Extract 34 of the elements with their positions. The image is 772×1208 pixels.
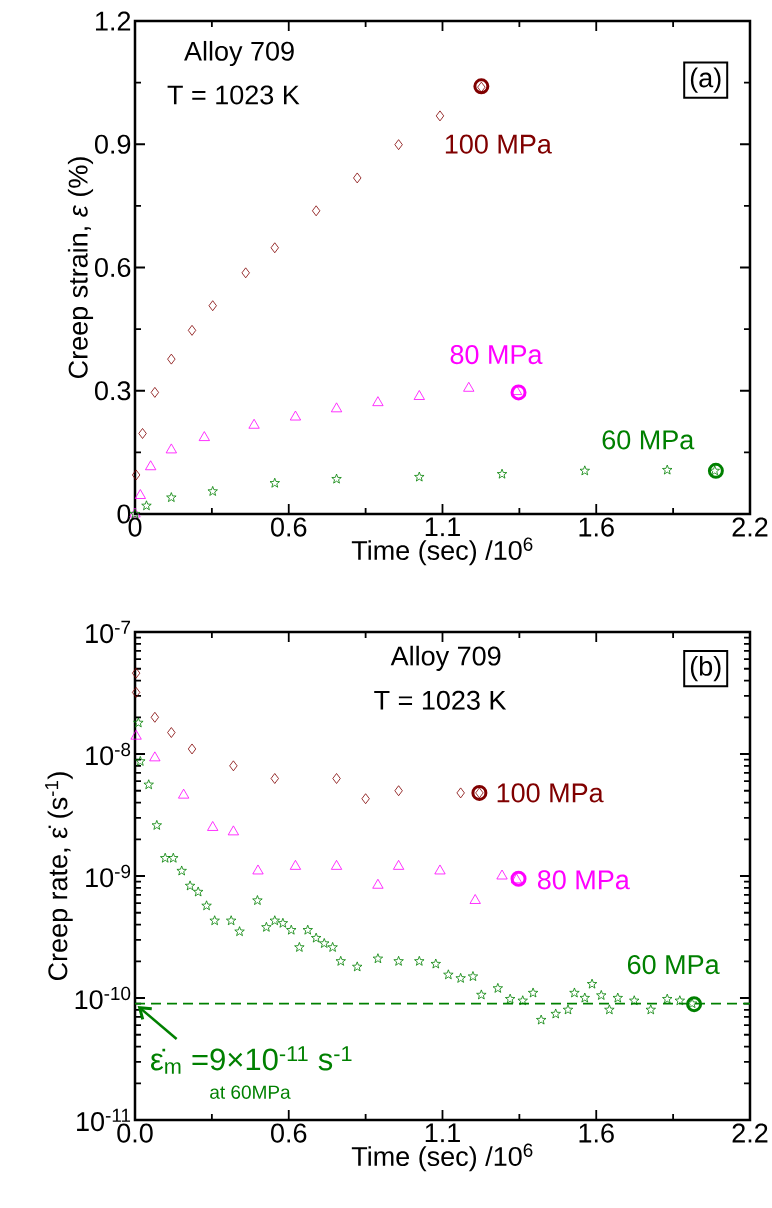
series-label: 100 MPa <box>445 134 552 154</box>
x-axis-title: Time (sec) /10$^{6}$ <box>351 537 533 566</box>
annotation: at 60MPa <box>210 1085 291 1099</box>
y-tick-label: 10$^{-9}$ <box>86 864 131 888</box>
annotation: (b) <box>690 656 721 682</box>
x-tick-label: 1.1 <box>425 517 460 537</box>
y-tick-label: 1.2 <box>95 11 131 31</box>
x-tick-label: 1.6 <box>579 1123 614 1143</box>
x-tick-label: 1.1 <box>425 1123 460 1143</box>
x-tick-label: 2.2 <box>732 517 768 537</box>
series-label: 100 MPa <box>497 783 604 803</box>
x-tick-label: 2.2 <box>732 1123 768 1143</box>
x-tick-label: 1.6 <box>579 517 614 537</box>
annotation: Alloy 709 <box>184 40 294 67</box>
x-axis-title: Time (sec) /10$^{6}$ <box>351 1143 533 1172</box>
series-label: 60 MPa <box>627 955 720 975</box>
y-tick-label: 10$^{-8}$ <box>86 742 131 766</box>
y-tick-label: 10$^{-10}$ <box>75 986 131 1010</box>
series-label: 60 MPa <box>602 430 695 450</box>
annotation: ε̇$_{m}$ =9×10$^{-11}$ s$^{-1}$ <box>150 1046 352 1074</box>
y-axis-title: Creep rate, ε̇ (s$^{-1}$) <box>45 772 73 981</box>
series-label: 80 MPa <box>450 345 543 365</box>
y-tick-label: 0.6 <box>94 257 131 278</box>
x-tick-label: 0.6 <box>271 517 307 537</box>
series-label: 80 MPa <box>537 870 630 890</box>
annotation: T = 1023 K <box>374 690 507 710</box>
annotation: Alloy 709 <box>390 645 501 671</box>
x-tick-label: 0.6 <box>271 1123 307 1143</box>
annotation: T = 1023 K <box>167 85 300 105</box>
annotation: (a) <box>690 67 721 93</box>
y-axis-title: Creep strain, ε (%) <box>67 157 94 378</box>
y-tick-label: 0.3 <box>94 381 131 401</box>
y-tick-label: 10$^{-7}$ <box>86 620 130 644</box>
y-tick-label: 0.9 <box>94 134 131 154</box>
